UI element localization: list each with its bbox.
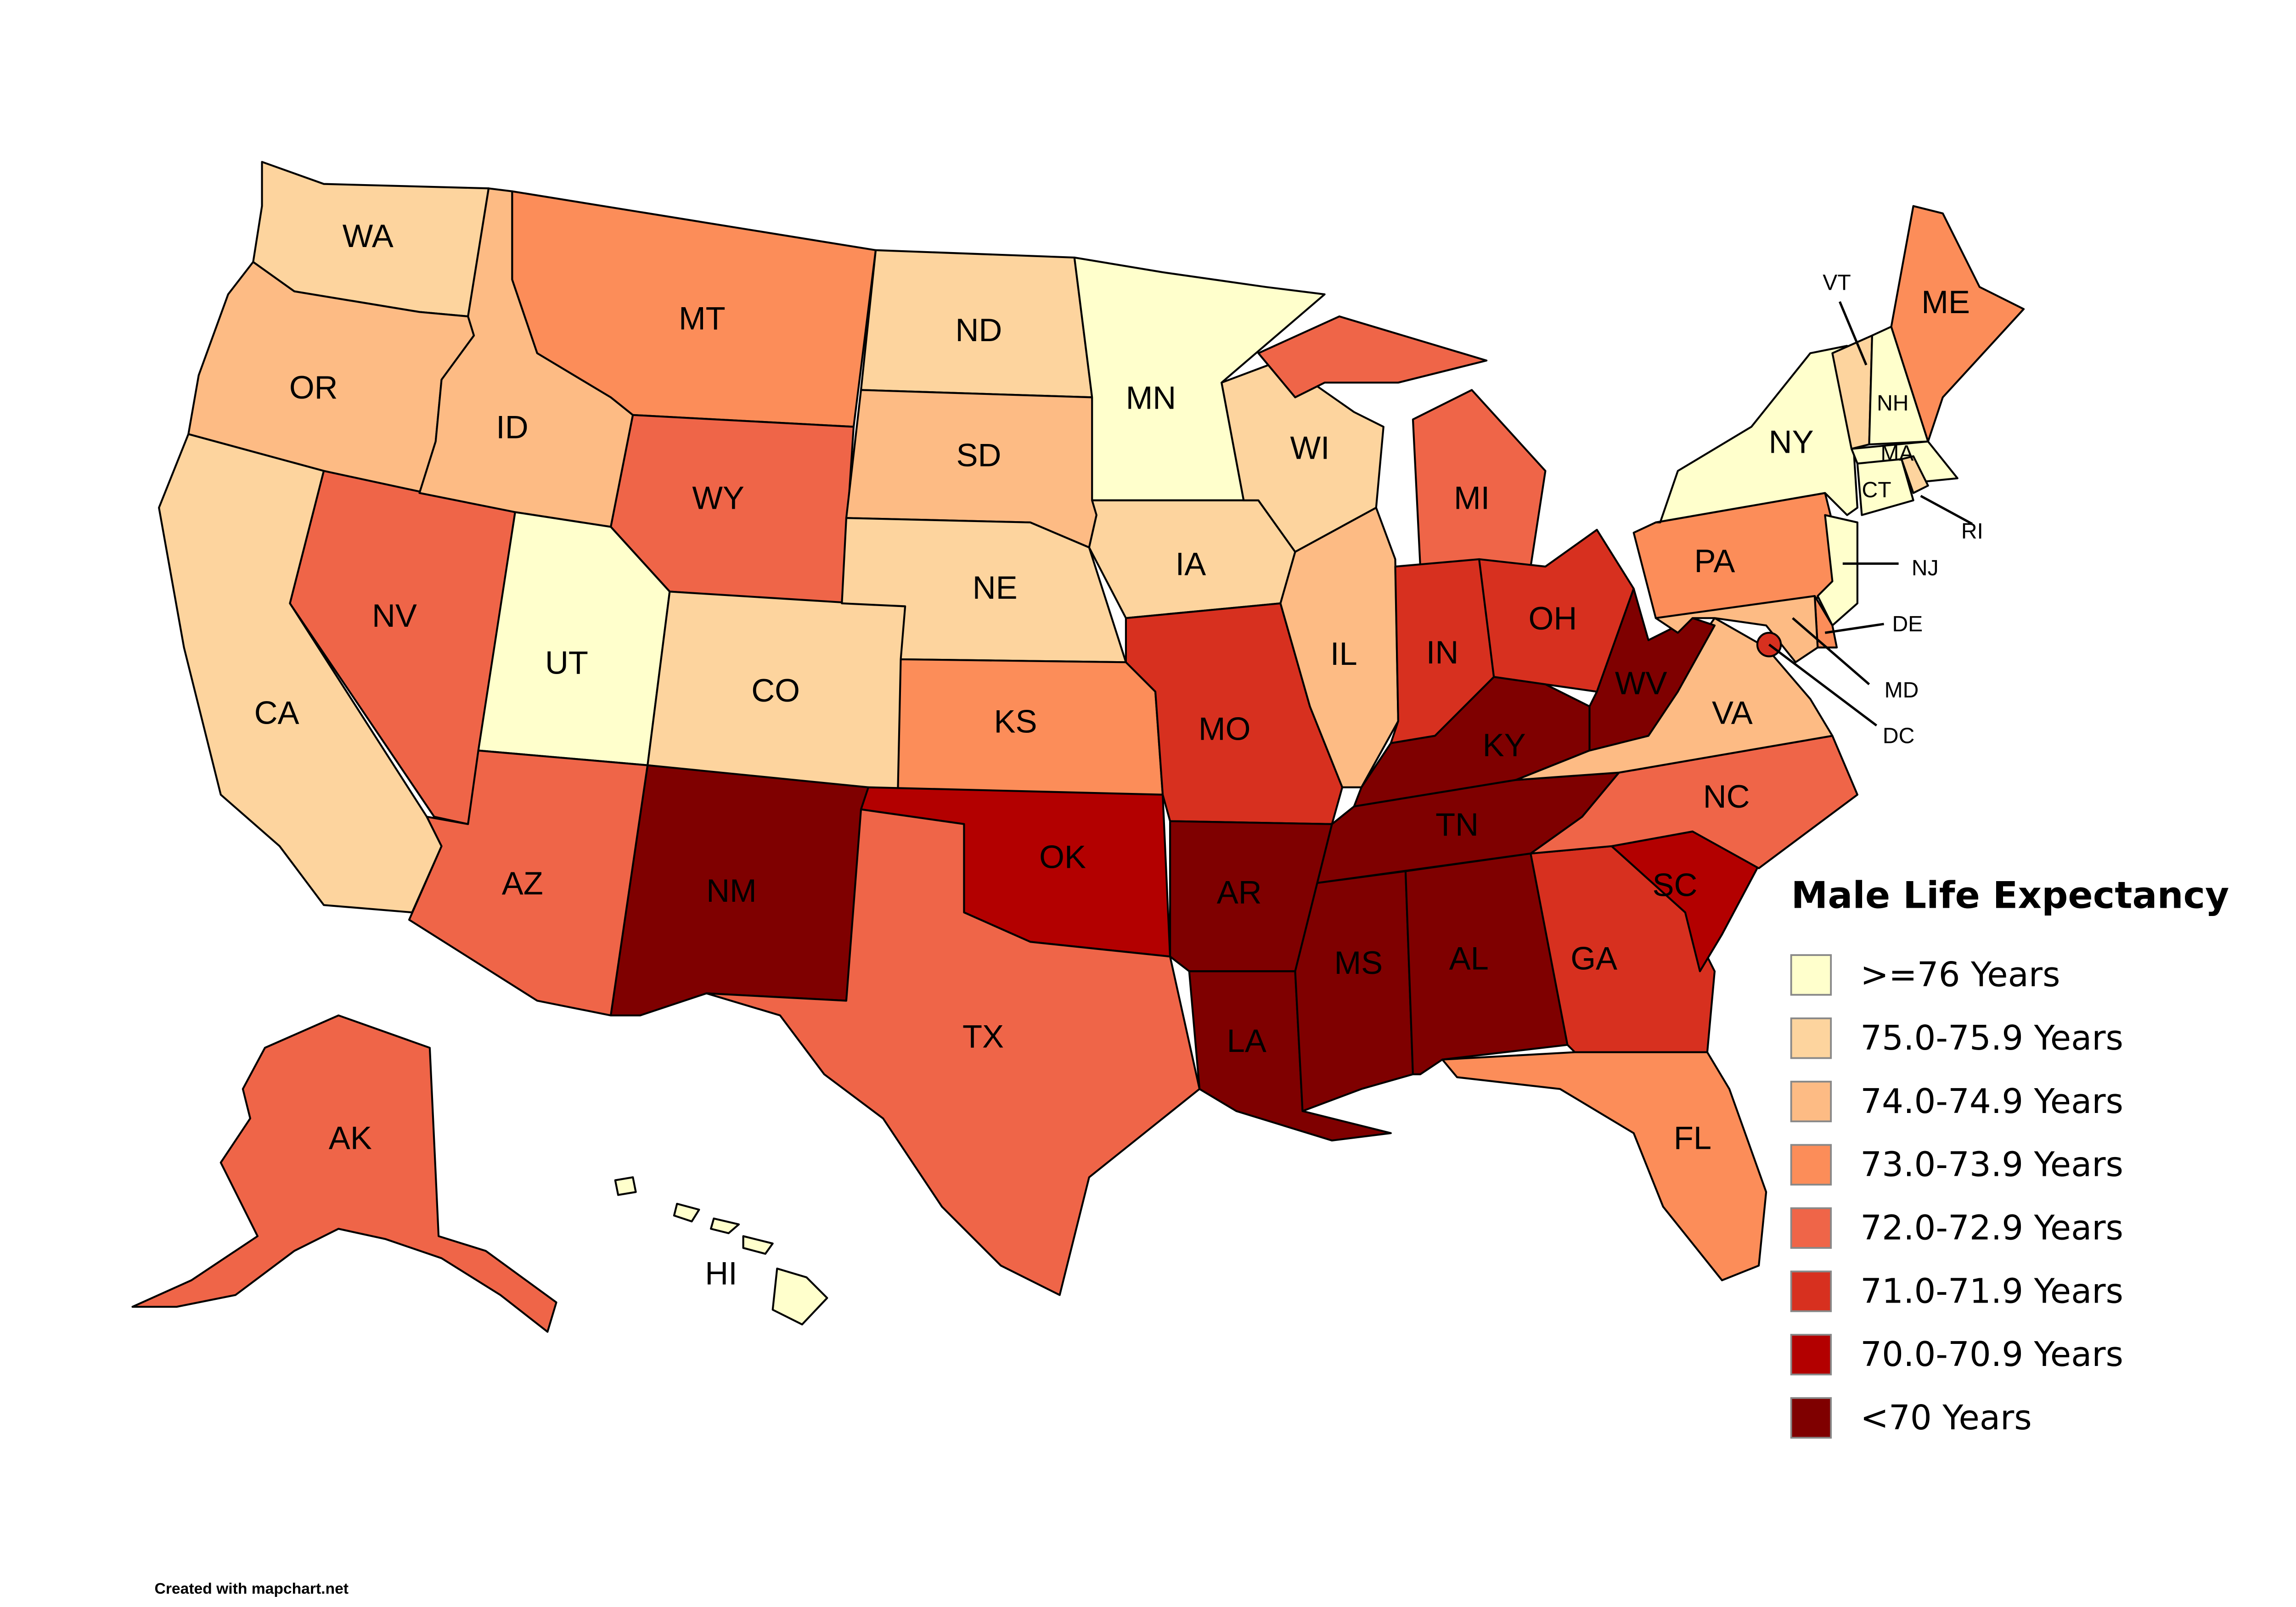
- credit-text: Created with mapchart.net: [155, 1580, 349, 1597]
- state-me[interactable]: [1890, 205, 2025, 443]
- legend-title: Male Life Expectancy: [1791, 874, 2229, 917]
- legend-item: 74.0-74.9 Years: [1790, 1080, 2123, 1123]
- state-label: WY: [692, 479, 744, 516]
- state-label: MS: [1334, 944, 1383, 981]
- legend-swatch: [1790, 1334, 1832, 1376]
- state-label: ID: [496, 409, 529, 445]
- legend-item: <70 Years: [1790, 1397, 2032, 1439]
- legend-item: 70.0-70.9 Years: [1790, 1334, 2123, 1376]
- state-fl[interactable]: [1441, 1051, 1767, 1281]
- state-label: TN: [1435, 806, 1479, 843]
- state-label: NM: [706, 872, 757, 909]
- state-ny[interactable]: [1654, 345, 1858, 523]
- state-label: MD: [1885, 678, 1919, 702]
- state-label: IL: [1330, 635, 1357, 672]
- state-label: MO: [1199, 711, 1251, 747]
- state-label: VA: [1712, 694, 1753, 730]
- state-label: AZ: [502, 865, 543, 901]
- state-label: NJ: [1912, 556, 1939, 580]
- state-label: LA: [1227, 1023, 1266, 1059]
- state-label: RI: [1961, 519, 1983, 544]
- state-label: DC: [1883, 723, 1914, 748]
- state-label: MN: [1126, 379, 1176, 416]
- state-label: IA: [1176, 546, 1206, 582]
- state-hi[interactable]: [614, 1176, 828, 1326]
- state-label: OK: [1039, 838, 1086, 875]
- legend-swatch: [1790, 1017, 1832, 1059]
- legend-swatch: [1790, 1270, 1832, 1312]
- legend: Male Life Expectancy >=76 Years 75.0-75.9…: [1790, 874, 2229, 1439]
- state-label: MA: [1880, 441, 1913, 466]
- state-ri[interactable]: [1900, 455, 1929, 494]
- state-label: ND: [955, 312, 1002, 348]
- state-label: ME: [1921, 284, 1970, 320]
- legend-label: 73.0-73.9 Years: [1860, 1146, 2123, 1185]
- legend-label: 72.0-72.9 Years: [1860, 1209, 2123, 1248]
- state-wv[interactable]: [1588, 587, 1716, 752]
- state-tx[interactable]: [705, 808, 1201, 1296]
- state-label: MT: [679, 300, 726, 336]
- legend-swatch: [1790, 1397, 1832, 1439]
- state-label: KS: [994, 703, 1037, 740]
- legend-label: <70 Years: [1860, 1399, 2032, 1438]
- state-label: NV: [372, 597, 417, 634]
- state-label: PA: [1694, 543, 1735, 579]
- state-md[interactable]: [1654, 595, 1819, 663]
- state-label: OR: [289, 369, 338, 405]
- state-label: CA: [254, 694, 299, 730]
- state-label: WV: [1615, 665, 1667, 701]
- state-label: VT: [1823, 270, 1851, 295]
- legend-item: 72.0-72.9 Years: [1790, 1207, 2123, 1249]
- legend-label: 75.0-75.9 Years: [1860, 1019, 2123, 1058]
- state-mi[interactable]: [1412, 389, 1547, 568]
- state-labels: WA OR CA NV ID MT WY UT AZ CO NM ND SD N…: [254, 218, 1983, 1292]
- legend-swatch: [1790, 1080, 1832, 1123]
- state-label: IN: [1426, 634, 1459, 670]
- legend-item: >=76 Years: [1790, 954, 2060, 996]
- state-label: NC: [1703, 778, 1750, 815]
- state-label: CT: [1862, 478, 1891, 502]
- state-label: MI: [1454, 479, 1490, 516]
- state-label: GA: [1570, 940, 1617, 977]
- state-ms[interactable]: [1294, 870, 1414, 1112]
- state-label: UT: [545, 644, 588, 680]
- state-label: DE: [1892, 612, 1923, 636]
- state-label: WI: [1290, 429, 1329, 466]
- state-label: TX: [962, 1018, 1004, 1054]
- state-label: AK: [329, 1120, 372, 1156]
- legend-label: 70.0-70.9 Years: [1860, 1335, 2123, 1374]
- state-label: CO: [751, 672, 800, 708]
- state-ct[interactable]: [1856, 458, 1914, 516]
- state-label: HI: [705, 1255, 737, 1291]
- state-ak[interactable]: [131, 1014, 557, 1333]
- state-label: AL: [1449, 940, 1489, 977]
- state-mi-upper[interactable]: [1257, 315, 1488, 399]
- state-label: OH: [1529, 600, 1577, 636]
- legend-swatch: [1790, 1207, 1832, 1249]
- legend-item: 71.0-71.9 Years: [1790, 1270, 2123, 1312]
- state-label: NE: [973, 569, 1018, 606]
- state-label: SC: [1652, 866, 1697, 903]
- state-label: AR: [1217, 874, 1262, 910]
- leader-lines: [1768, 301, 1973, 727]
- legend-swatch: [1790, 1144, 1832, 1186]
- legend-item: 73.0-73.9 Years: [1790, 1144, 2123, 1186]
- state-label: WA: [343, 218, 394, 254]
- state-label: KY: [1483, 727, 1526, 763]
- legend-swatch: [1790, 954, 1832, 996]
- state-label: FL: [1674, 1120, 1711, 1156]
- legend-label: 74.0-74.9 Years: [1860, 1082, 2123, 1121]
- legend-item: 75.0-75.9 Years: [1790, 1017, 2123, 1059]
- state-label: NH: [1877, 391, 1908, 416]
- legend-label: >=76 Years: [1860, 955, 2060, 995]
- states-layer: [131, 161, 2025, 1333]
- legend-label: 71.0-71.9 Years: [1860, 1272, 2123, 1311]
- state-label: NY: [1769, 424, 1814, 460]
- state-label: SD: [956, 437, 1001, 473]
